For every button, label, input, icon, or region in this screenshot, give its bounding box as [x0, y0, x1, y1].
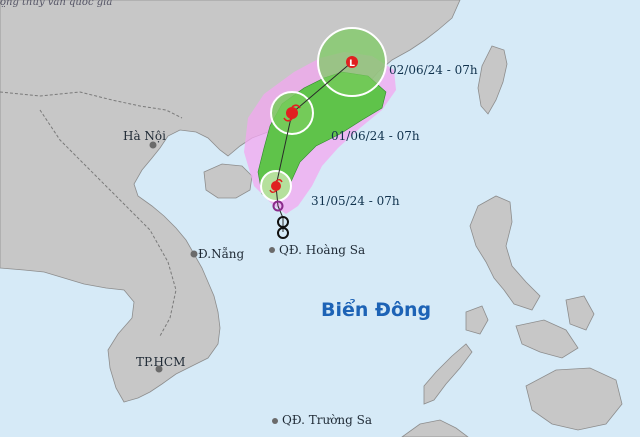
city-dot-icon	[190, 250, 198, 258]
mindoro-island	[465, 305, 489, 335]
forecast-time-t0: 31/05/24 - 07h	[311, 194, 400, 208]
city-dot-icon	[272, 418, 278, 424]
taiwan-island	[477, 45, 508, 115]
place-label-hanoi: Hà Nội	[123, 129, 166, 143]
samar-island	[565, 295, 595, 331]
forecast-time-t2: 02/06/24 - 07h	[389, 63, 478, 77]
place-label-truongsa: QĐ. Trường Sa	[282, 413, 373, 427]
mindanao-island	[525, 367, 623, 431]
storm-track-line	[275, 61, 353, 232]
past-track-markers	[272, 200, 289, 239]
svg-text:L: L	[349, 59, 355, 69]
city-dot-icon	[269, 247, 275, 253]
luzon-island	[469, 195, 541, 311]
hainan-island	[203, 163, 253, 199]
place-label-danang: Đ.Nẵng	[198, 247, 245, 261]
place-label-hoangsa: QĐ. Hoàng Sa	[279, 243, 366, 257]
palawan-island	[423, 343, 473, 405]
storm-symbol-icon	[269, 179, 283, 193]
sea-name-label: Biển Đông	[321, 299, 432, 321]
borneo-coast	[401, 419, 469, 437]
visayas-islands	[515, 319, 579, 359]
place-label-hcm: TP.HCM	[136, 355, 186, 369]
agency-header: ọ̣ng thủy văn quốc gia	[0, 0, 113, 8]
city-dot-icon	[155, 365, 163, 373]
forecast-time-t1: 01/06/24 - 07h	[331, 129, 420, 143]
vietnam-border-line	[0, 91, 183, 337]
city-dot-icon	[149, 141, 157, 149]
storm-symbol-icon	[283, 104, 301, 122]
tropical-depression-icon: L	[346, 56, 358, 69]
